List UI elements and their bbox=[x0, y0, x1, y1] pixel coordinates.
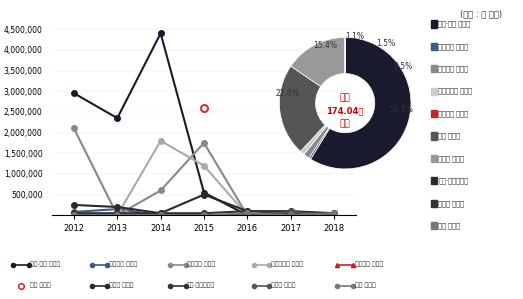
Text: 화력발전 플랜트: 화력발전 플랜트 bbox=[187, 262, 215, 267]
Wedge shape bbox=[304, 126, 329, 158]
Text: 수력발전 플랜트: 수력발전 플랜트 bbox=[438, 43, 469, 50]
Text: 원유·정유 플랜트: 원유·정유 플랜트 bbox=[30, 262, 61, 267]
Text: 58.8%: 58.8% bbox=[389, 105, 413, 114]
Text: 1.5%: 1.5% bbox=[377, 39, 395, 48]
Text: 배관·파이프라인: 배관·파이프라인 bbox=[438, 178, 469, 184]
Text: 수자원 플랜트: 수자원 플랜트 bbox=[271, 283, 295, 288]
Text: 수자원 플랜트: 수자원 플랜트 bbox=[438, 200, 464, 207]
Text: 담수화 플랜트: 담수화 플랜트 bbox=[438, 155, 464, 162]
Wedge shape bbox=[311, 37, 411, 169]
Text: 환경 플랜트: 환경 플랜트 bbox=[355, 283, 376, 288]
Text: 22.6%: 22.6% bbox=[275, 89, 299, 98]
Wedge shape bbox=[309, 128, 329, 159]
Wedge shape bbox=[300, 125, 325, 151]
Wedge shape bbox=[279, 66, 325, 151]
Wedge shape bbox=[291, 37, 345, 86]
Text: 석유화학 플랜트: 석유화학 플랜트 bbox=[438, 110, 469, 117]
Text: 담수화 플랜트: 담수화 플랜트 bbox=[109, 283, 133, 288]
Text: 0.5%: 0.5% bbox=[393, 62, 413, 71]
Text: 신재생발전 플랜트: 신재생발전 플랜트 bbox=[438, 88, 472, 94]
Text: 배관·파이프라인: 배관·파이프라인 bbox=[187, 283, 215, 288]
Text: 환경 플랜트: 환경 플랜트 bbox=[438, 222, 460, 229]
Text: 신재생발전 플랜트: 신재생발전 플랜트 bbox=[271, 262, 303, 267]
Text: 수력발전 플랜트: 수력발전 플랜트 bbox=[109, 262, 137, 267]
Wedge shape bbox=[300, 125, 326, 154]
Text: (단위 : 천 달러): (단위 : 천 달러) bbox=[460, 9, 502, 18]
Text: 가스 플랜트: 가스 플랜트 bbox=[438, 133, 460, 139]
Text: 174.04억: 174.04억 bbox=[326, 106, 364, 115]
Text: 15.4%: 15.4% bbox=[313, 41, 337, 50]
Text: 1.1%: 1.1% bbox=[346, 32, 365, 41]
Text: 화력발전 플랜트: 화력발전 플랜트 bbox=[438, 65, 469, 72]
Text: 총계: 총계 bbox=[340, 93, 350, 102]
Text: 달러: 달러 bbox=[340, 120, 350, 129]
Text: 가스 플랜트: 가스 플랜트 bbox=[30, 283, 51, 288]
Text: 원유·정유 플랜트: 원유·정유 플랜트 bbox=[438, 21, 471, 27]
Text: 석유화학 플랜트: 석유화학 플랜트 bbox=[355, 262, 383, 267]
